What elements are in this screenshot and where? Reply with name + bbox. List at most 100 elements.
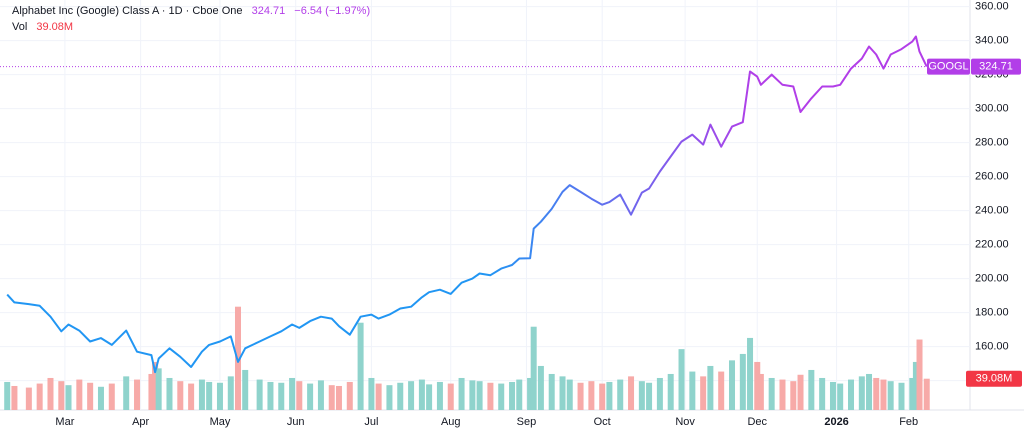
volume-bar bbox=[819, 377, 826, 410]
volume-bar bbox=[108, 383, 115, 410]
volume-bar bbox=[87, 382, 94, 410]
volume-bar bbox=[873, 377, 880, 410]
volume-bar bbox=[58, 381, 65, 410]
volume-bar bbox=[837, 383, 844, 410]
volume-bar bbox=[335, 385, 342, 410]
volume-bar bbox=[368, 377, 375, 410]
y-tick-label: 200.00 bbox=[975, 273, 1009, 285]
volume-bar bbox=[426, 384, 433, 410]
volume-bar bbox=[25, 387, 32, 410]
y-tick-label: 360.00 bbox=[975, 0, 1009, 12]
volume-bar bbox=[768, 377, 775, 410]
volume-bar bbox=[646, 382, 653, 410]
volume-bar bbox=[76, 379, 83, 410]
volume-bar bbox=[898, 382, 905, 410]
y-tick-label: 180.00 bbox=[975, 307, 1009, 319]
volume-bar bbox=[447, 383, 454, 410]
volume-bar bbox=[718, 371, 725, 410]
volume-value: 39.08M bbox=[36, 21, 74, 33]
volume-bar bbox=[808, 369, 815, 410]
symbol-tag bbox=[927, 58, 970, 75]
volume-bar bbox=[617, 379, 624, 410]
volume-bar bbox=[729, 360, 736, 410]
last-price: 324.71 bbox=[251, 5, 286, 17]
volume-name: Vol bbox=[12, 21, 28, 33]
volume-bar bbox=[418, 379, 425, 410]
volume-bar bbox=[887, 381, 894, 410]
volume-bar bbox=[188, 383, 195, 410]
volume-bar bbox=[559, 376, 566, 410]
volume-bar bbox=[47, 377, 54, 410]
volume-bar bbox=[36, 383, 43, 410]
volume-bar bbox=[498, 383, 505, 410]
volume-bar bbox=[923, 378, 930, 410]
volume-bar bbox=[469, 380, 476, 410]
x-tick-label: Feb bbox=[899, 416, 918, 428]
volume-bar bbox=[11, 385, 18, 410]
volume-bar bbox=[606, 381, 613, 410]
volume-bar bbox=[537, 365, 544, 410]
volume-bar bbox=[548, 373, 555, 410]
header-row: Alphabet Inc (Google) Class A · 1D · Cbo… bbox=[12, 3, 376, 19]
volume-bar bbox=[328, 385, 335, 410]
volume-bar bbox=[689, 371, 696, 410]
volume-bar bbox=[458, 377, 465, 410]
volume-bar bbox=[408, 381, 415, 410]
volume-bar bbox=[779, 379, 786, 410]
volume-bar bbox=[307, 383, 314, 410]
volume-bar bbox=[375, 383, 382, 410]
x-tick-label: Sep bbox=[517, 416, 537, 428]
volume-bar bbox=[97, 386, 104, 410]
volume-bar bbox=[797, 374, 804, 410]
volume-bar bbox=[700, 376, 707, 410]
volume-bar bbox=[829, 381, 836, 410]
x-tick-label: May bbox=[210, 416, 231, 428]
volume-bar bbox=[206, 381, 213, 410]
volume-bar bbox=[487, 382, 494, 410]
volume-bar bbox=[152, 361, 159, 410]
volume-bar bbox=[227, 376, 234, 410]
volume-bar bbox=[242, 369, 249, 410]
volume-bar bbox=[346, 381, 353, 410]
y-tick-label: 220.00 bbox=[975, 239, 1009, 251]
price-line bbox=[6, 35, 928, 374]
y-tick-label: 240.00 bbox=[975, 205, 1009, 217]
volume-bar bbox=[638, 381, 645, 410]
volume-bar bbox=[198, 379, 205, 410]
volume-bar bbox=[880, 379, 887, 410]
legend-header: Alphabet Inc (Google) Class A · 1D · Cbo… bbox=[12, 3, 376, 35]
volume-bar bbox=[754, 361, 761, 410]
volume-bar bbox=[296, 381, 303, 410]
volume-bar bbox=[757, 373, 764, 410]
volume-bar bbox=[739, 353, 746, 410]
volume-bar bbox=[912, 361, 919, 410]
volume-bar bbox=[476, 381, 483, 410]
symbol-title: Alphabet Inc (Google) Class A · 1D · Cbo… bbox=[12, 5, 243, 17]
volume-bar bbox=[317, 380, 324, 410]
volume-bar bbox=[4, 381, 11, 410]
volume-bar bbox=[155, 368, 162, 410]
volume-bar bbox=[148, 373, 155, 410]
volume-bar bbox=[289, 377, 296, 410]
volume-bar bbox=[707, 365, 714, 410]
volume-bar bbox=[267, 381, 274, 410]
volume-bar bbox=[509, 381, 516, 410]
volume-bar bbox=[527, 377, 534, 410]
volume-bar bbox=[916, 339, 923, 410]
volume-tag-label: 39.08M bbox=[976, 373, 1013, 385]
volume-bar bbox=[577, 382, 584, 410]
x-tick-label: 2026 bbox=[824, 416, 848, 428]
volume-bar bbox=[516, 379, 523, 410]
x-tick-label: Nov bbox=[675, 416, 695, 428]
volume-bar bbox=[256, 379, 263, 410]
price-change: −6.54 (−1.97%) bbox=[294, 5, 371, 17]
x-tick-label: Oct bbox=[594, 416, 611, 428]
x-tick-label: Jun bbox=[287, 416, 305, 428]
volume-bar bbox=[278, 382, 285, 410]
volume-bar bbox=[216, 382, 223, 410]
volume-bar bbox=[397, 382, 404, 410]
volume-tag bbox=[966, 370, 1022, 387]
volume-bar bbox=[123, 376, 130, 410]
